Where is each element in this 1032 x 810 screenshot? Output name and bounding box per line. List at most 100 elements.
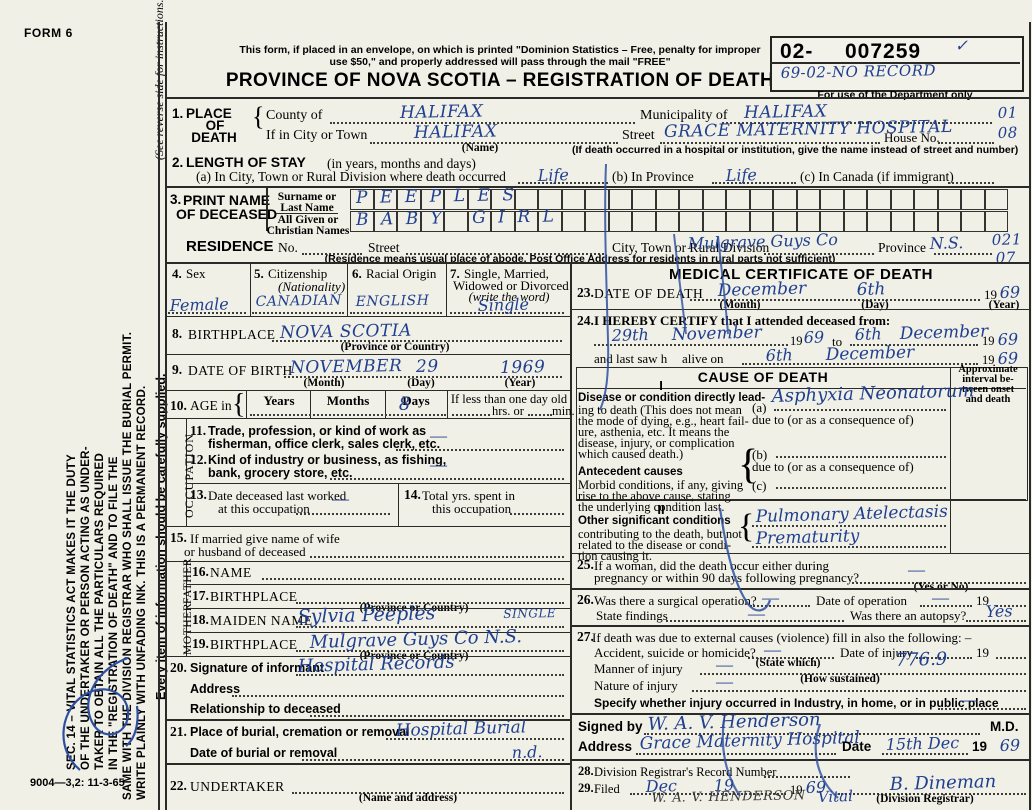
name-comb-cell — [373, 211, 397, 232]
field-9-month-value: NOVEMBER — [288, 355, 404, 378]
rule-above-field-13 — [186, 483, 571, 484]
rule-above-field-1 — [165, 97, 1031, 99]
field-26-rule-4 — [966, 620, 1026, 622]
field-10-hrs-rule — [452, 414, 490, 416]
field-25-value: — — [908, 560, 925, 579]
field-21-rule — [386, 738, 564, 740]
name-comb-cell — [914, 189, 938, 210]
signed-by-rule — [644, 733, 980, 735]
name-comb-cell — [514, 211, 538, 232]
name-comb-cell — [749, 189, 773, 210]
name-comb-cell — [538, 211, 562, 232]
name-comb-cell — [538, 189, 562, 210]
field-5-rule — [252, 312, 344, 314]
field-26-question-2: Date of operation — [816, 593, 907, 608]
field-4-number: 4. — [172, 266, 182, 281]
field-11-number: 11. — [190, 423, 207, 438]
field-16-rule — [262, 578, 564, 580]
field-14-number: 14. — [404, 487, 421, 502]
field-11-rule — [396, 449, 564, 451]
field-3-number: 3. — [170, 192, 182, 207]
field-24-last-saw-suffix: alive on — [682, 351, 724, 366]
name-comb-cell — [937, 189, 961, 210]
field-11-line-1: Trade, profession, or kind of work as — [208, 424, 427, 438]
name-comb-cell — [585, 189, 609, 210]
registration-prefix: 02- — [780, 40, 814, 63]
surname-comb-row — [350, 189, 1008, 210]
field-29-registrar-rule — [838, 793, 1026, 795]
field-10-months-head: Months — [326, 393, 370, 408]
field-28-label: Division Registrar's Record Number — [594, 765, 777, 779]
interval-head-line-4: and death — [965, 394, 1011, 405]
surname-label-line-1: Surname or — [277, 191, 337, 203]
field-19-rule — [296, 650, 564, 652]
field-9-year-note: (Year) — [504, 377, 536, 389]
county-label: County of — [266, 108, 323, 123]
part-2-heading: Other significant conditions — [578, 515, 731, 527]
field-15-rule — [310, 556, 564, 558]
field-27-note-1: (State which) — [755, 657, 821, 669]
field-26-question-3: State findings — [596, 608, 668, 623]
name-comb-cell — [585, 211, 609, 232]
antecedent-brace: { — [738, 442, 759, 488]
antecedent-heading: Antecedent causes — [578, 466, 683, 478]
field-10-col-3 — [385, 390, 386, 418]
field-27-rule-2 — [916, 657, 972, 659]
antecedent-line-1: Morbid conditions, if any, giving — [578, 478, 744, 492]
field-13-value: — — [332, 489, 349, 508]
field-18-label: MAIDEN NAME — [210, 613, 313, 628]
field-29-rule — [630, 793, 786, 795]
part-2-brace: { — [738, 508, 755, 545]
margin-signature-mark — [62, 656, 139, 771]
field-8-note: (Province or Country) — [340, 341, 450, 353]
cause-of-death-header-rule — [576, 388, 1026, 389]
field-9-number: 9. — [172, 362, 183, 377]
field-27-value-4: — — [716, 672, 733, 691]
field-26-question-1: Was there a surgical operation? — [594, 593, 757, 608]
field-24-to-year-prefix: 19 — [982, 334, 995, 348]
form-number: FORM 6 — [24, 26, 73, 40]
field-14-rule — [510, 513, 564, 515]
occupation-label-divider — [186, 418, 187, 526]
field-26-value-2: — — [932, 588, 949, 607]
rule-above-field-9 — [165, 354, 571, 355]
field-29-registrar-note: (Division Registrar) — [876, 793, 974, 805]
field-10-min-label: min. — [552, 404, 575, 418]
field-5-label: Citizenship — [268, 266, 328, 281]
name-comb-cell — [632, 211, 656, 232]
field-9-rule — [284, 376, 562, 378]
name-comb-cell — [561, 189, 585, 210]
part-2-line-3: tion causing it. — [578, 549, 652, 563]
name-comb-cell — [397, 189, 421, 210]
field-24-to-word: to — [832, 334, 843, 349]
field-19-number: 19. — [192, 636, 209, 651]
county-rule — [330, 122, 635, 124]
field-2a-label: (a) In City, Town or Rural Division wher… — [196, 169, 506, 184]
field-1-label-line-3: DEATH — [191, 130, 237, 145]
surname-label-line-2: Last Name — [280, 202, 334, 214]
field-23-number: 23. — [577, 285, 594, 300]
column-divider — [570, 262, 572, 810]
rule-above-field-15 — [165, 526, 571, 527]
cause-line-a-label: (a) — [752, 400, 767, 415]
field-13-number: 13. — [190, 487, 207, 502]
name-comb-cell — [373, 189, 397, 210]
signed-by-label: Signed by — [578, 719, 643, 734]
date-label: Date — [842, 739, 872, 754]
given-label-line-1: All Given or — [277, 214, 339, 226]
field-2-sub: (in years, months and days) — [327, 156, 476, 171]
field-20-label: Signature of informant — [190, 661, 325, 675]
field-27-question-5: Specify whether injury occurred in Indus… — [594, 696, 999, 710]
cause-line-b-label: (b) — [752, 447, 768, 462]
part-1-text-line-5: disease, injury, or complication — [578, 436, 735, 450]
rule-above-field-8 — [165, 316, 571, 317]
field-2c-rule — [948, 182, 994, 184]
field-21-label: Place of burial, cremation or removal — [190, 725, 410, 739]
name-comb-cell — [561, 211, 585, 232]
field-17-label: BIRTHPLACE — [210, 589, 298, 604]
rule-above-field-10 — [165, 390, 571, 391]
part-1-text-line-2: ing to death (This does not mean — [578, 403, 742, 417]
field-27-value-5: — — [960, 690, 977, 709]
name-comb-cell — [984, 211, 1008, 232]
field-26-rule-3 — [666, 620, 844, 622]
